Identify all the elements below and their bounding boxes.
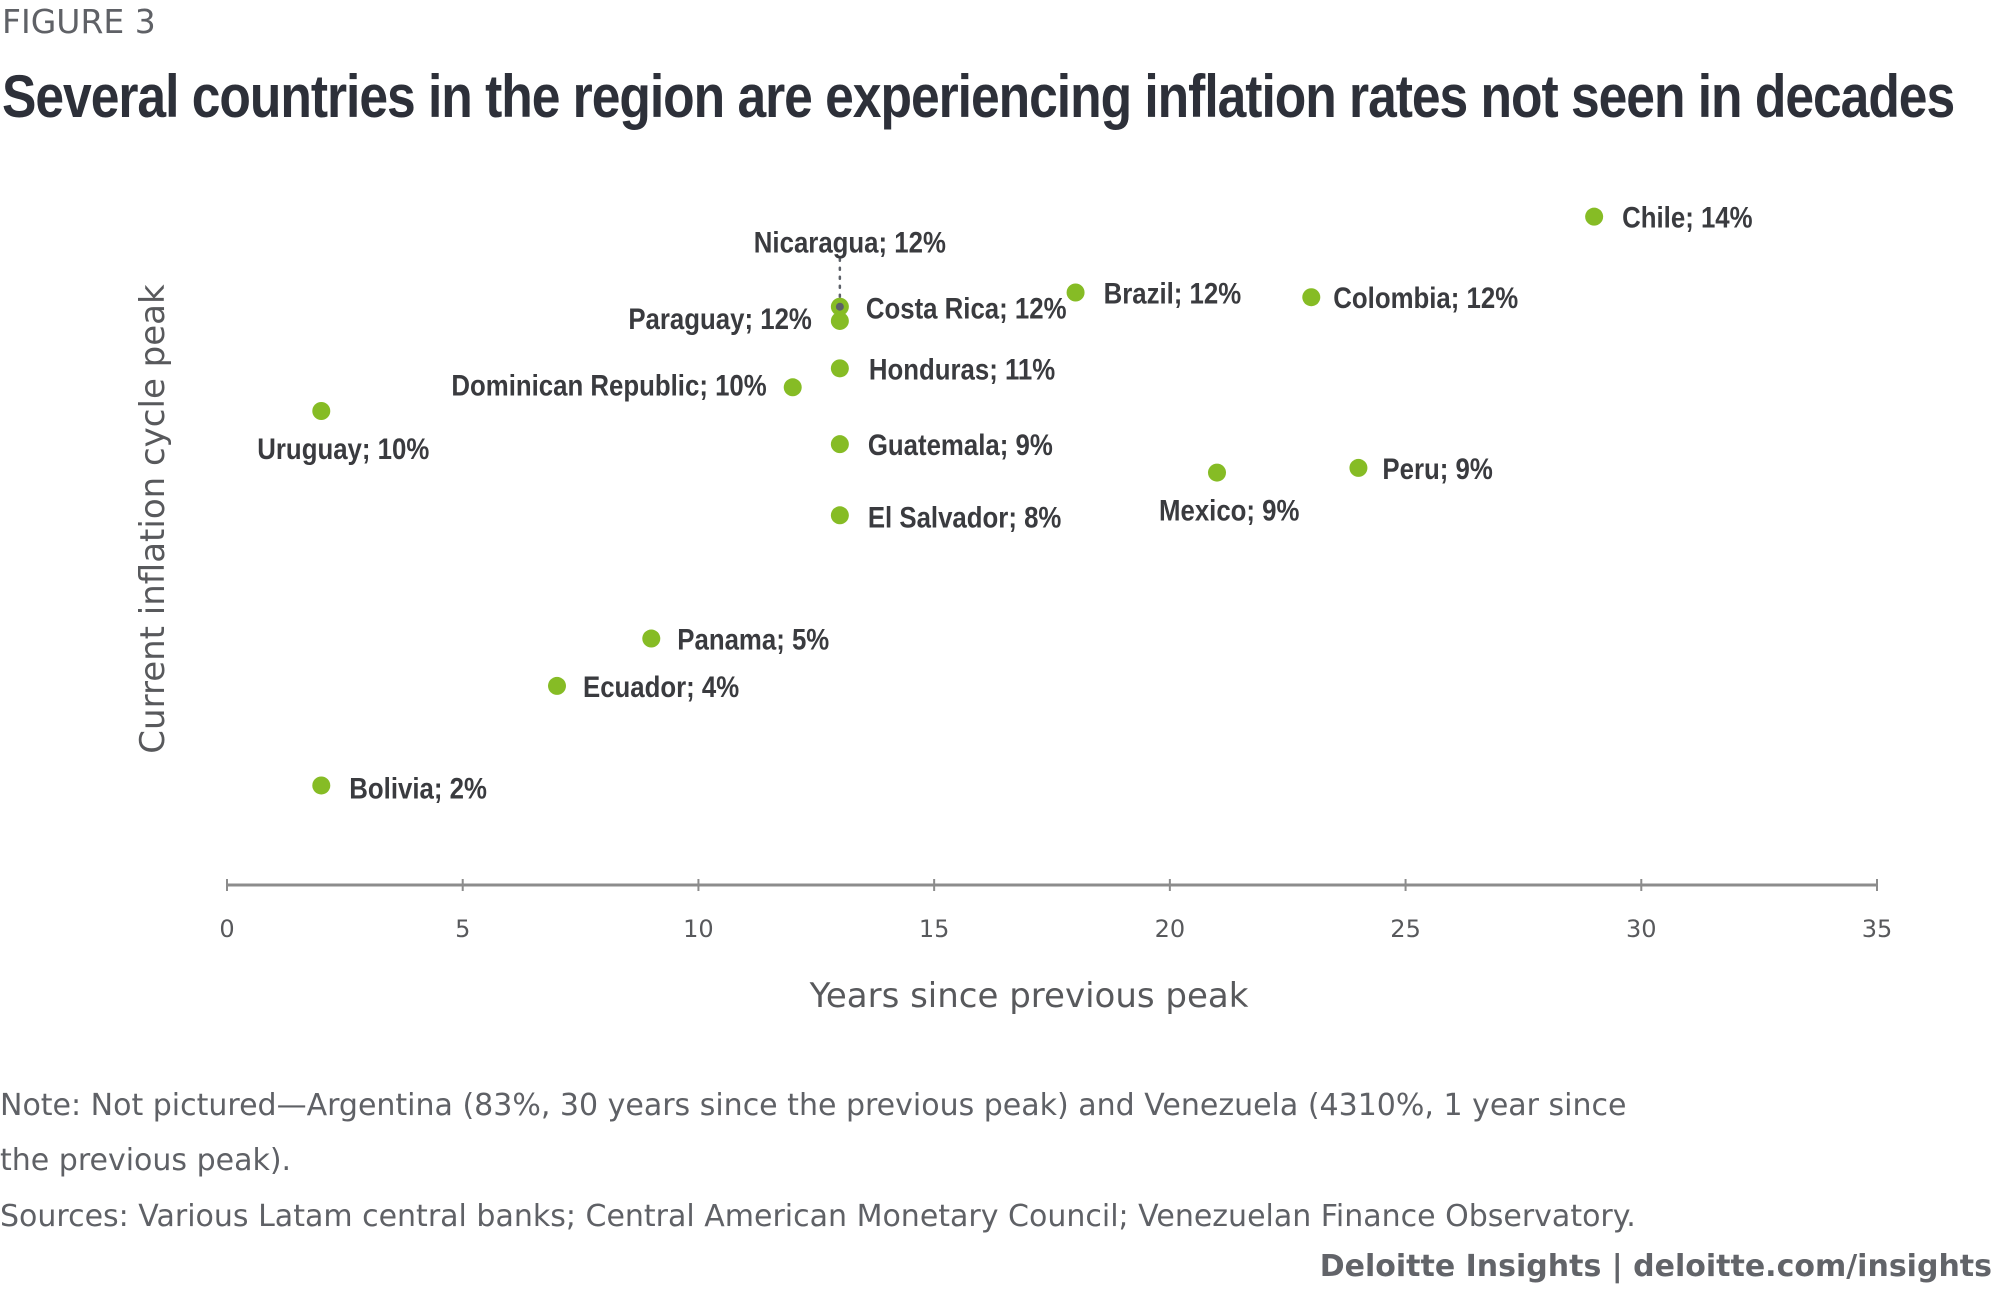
point-label: Brazil; 12% [1104,277,1242,310]
point-guatemala: Guatemala; 9% [830,428,1053,462]
scatter-point [830,359,849,378]
x-tick-label: 30 [1626,915,1657,943]
x-tick-label: 35 [1862,915,1893,943]
point-bolivia: Bolivia; 2% [312,772,487,805]
point-label: El Salvador; 8% [868,500,1062,533]
scatter-point [312,402,331,420]
x-axis-title: Years since previous peak [809,976,1249,1016]
footer-credit: Deloitte Insights | deloitte.com/insight… [1319,1249,1992,1284]
scatter-point [830,435,849,454]
point-paraguay: Paraguay; 12% [628,302,849,335]
point-honduras: Honduras; 11% [830,353,1055,386]
point-label: Mexico; 9% [1159,494,1300,527]
point-colombia: Colombia; 12% [1302,281,1518,315]
scatter-point [783,378,802,397]
scatter-point [1066,283,1085,302]
y-axis-title: Current inflation cycle peak [133,284,173,754]
point-ecuador: Ecuador; 4% [548,670,739,703]
chart-title: Several countries in the region are expe… [2,63,1955,130]
point-label: Uruguay; 10% [257,432,429,465]
x-tick-label: 10 [683,915,714,943]
point-peru: Peru; 9% [1349,452,1493,485]
point-costa-rica: Costa Rica; 12% [830,292,1067,325]
figure-label: FIGURE 3 [2,2,156,41]
point-label: Nicaragua; 12% [754,226,946,259]
point-label: Chile; 14% [1622,201,1753,234]
point-label: Ecuador; 4% [583,670,739,703]
point-mexico: Mexico; 9% [1159,463,1300,527]
point-label: Panama; 5% [677,623,829,656]
point-label: Colombia; 12% [1333,281,1518,314]
scatter-point [830,311,849,330]
point-label: Costa Rica; 12% [866,292,1067,325]
scatter-point [830,506,849,525]
scatter-point [1349,458,1368,477]
x-tick-label: 20 [1155,915,1186,943]
x-tick-label: 5 [455,915,470,943]
scatter-point [548,676,566,695]
x-tick-label: 15 [919,915,950,943]
data-points: Chile; 14% Nicaragua; 12% Costa Rica; 12% P… [257,201,1752,805]
sources-note: Sources: Various Latam central banks; Ce… [0,1199,1636,1234]
point-dominican-republic: Dominican Republic; 10% [451,368,802,402]
x-axis: 0 5 10 15 20 25 30 35 [219,879,1892,943]
x-tick-label: 0 [219,915,234,943]
point-label: Honduras; 11% [869,353,1055,386]
x-tick-label: 25 [1390,915,1421,943]
point-label: Peru; 9% [1382,452,1492,485]
nicaragua-marker [835,302,844,311]
point-chile: Chile; 14% [1585,201,1753,234]
point-panama: Panama; 5% [642,623,829,656]
point-uruguay: Uruguay; 10% [257,402,429,465]
point-label: Paraguay; 12% [628,302,812,335]
point-el-salvador: El Salvador; 8% [830,500,1062,534]
point-brazil: Brazil; 12% [1066,277,1242,310]
scatter-point [312,776,331,795]
scatter-point [1208,463,1226,482]
scatter-point [642,629,661,648]
point-nicaragua: Nicaragua; 12% [754,226,946,300]
scatter-point [1585,207,1604,226]
note-line-1: Note: Not pictured—Argentina (83%, 30 ye… [0,1088,1627,1123]
point-label: Guatemala; 9% [868,428,1053,461]
note-line-2: the previous peak). [0,1143,292,1178]
point-label: Dominican Republic; 10% [451,368,766,401]
point-label: Bolivia; 2% [349,772,487,805]
scatter-point [1302,288,1321,307]
